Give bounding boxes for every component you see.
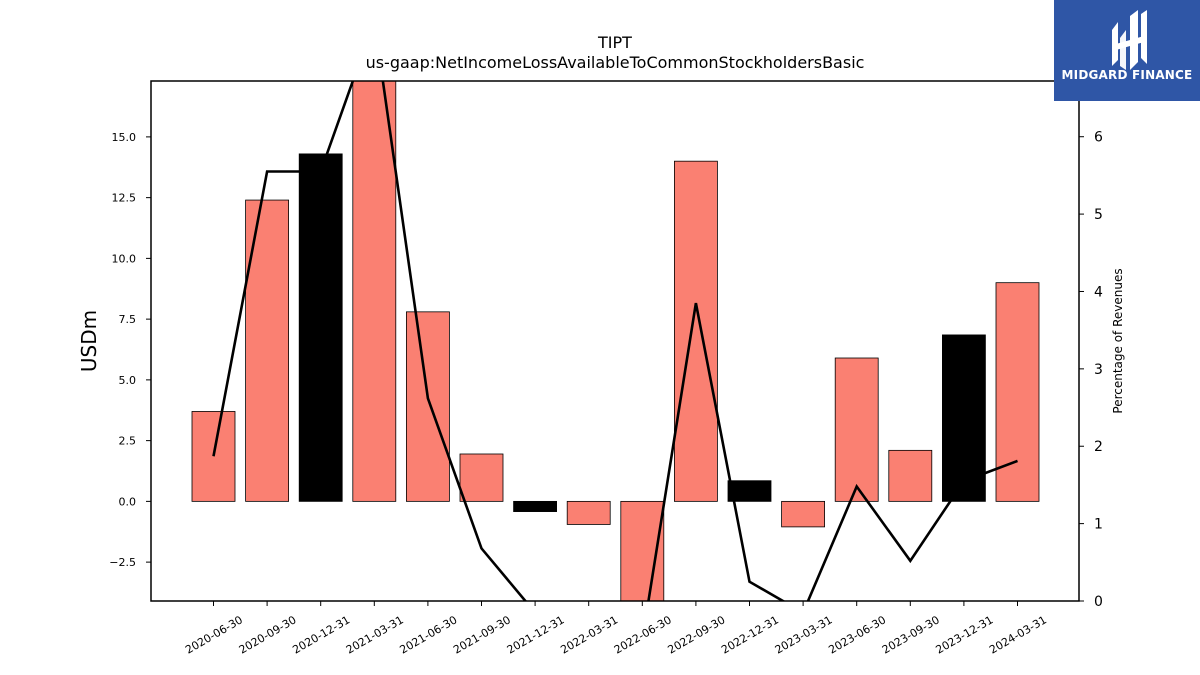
- bar-2023-09-30: [888, 449, 933, 502]
- x-tick-label: 2020-12-31: [290, 613, 352, 656]
- y-tick-label: 2.5: [119, 435, 137, 448]
- x-tick-label: 2022-09-30: [666, 613, 728, 656]
- bar-2023-03-31: [781, 500, 825, 528]
- x-tick-label: 2021-12-31: [505, 613, 567, 656]
- y2-tick-label: 1: [1094, 517, 1103, 533]
- x-axis: 2020-06-302020-09-302020-12-312021-03-31…: [183, 601, 1049, 657]
- x-tick-label: 2020-09-30: [237, 613, 299, 656]
- x-tick-label: 2023-09-30: [880, 613, 942, 656]
- y2-tick-label: 2: [1094, 439, 1103, 455]
- y-tick-label: 10.0: [112, 252, 137, 265]
- y2-axis-label: Percentage of Revenues: [1111, 268, 1125, 413]
- x-tick-label: 2021-03-31: [344, 613, 406, 656]
- x-tick-label: 2022-03-31: [558, 613, 620, 656]
- bar-2023-06-30: [834, 357, 879, 502]
- x-tick-label: 2020-06-30: [183, 613, 245, 656]
- line-layer: [212, 81, 1018, 601]
- y2-tick-label: 4: [1094, 284, 1103, 300]
- y-axis-label: USDm: [77, 310, 101, 372]
- x-tick-label: 2023-12-31: [934, 613, 996, 656]
- x-tick-label: 2021-09-30: [451, 613, 513, 656]
- bar-2023-12-31: [942, 334, 986, 502]
- y2-tick-label: 0: [1094, 594, 1103, 610]
- bars: [191, 81, 1040, 601]
- bar-2024-03-31: [995, 282, 1040, 502]
- bar-2020-06-30: [191, 411, 236, 502]
- bar-2021-09-30: [459, 453, 504, 502]
- x-tick-label: 2023-03-31: [773, 613, 835, 656]
- x-tick-label: 2021-06-30: [398, 613, 460, 656]
- x-tick-label: 2022-06-30: [612, 613, 674, 656]
- bar-2021-03-31: [352, 81, 397, 502]
- bar-2022-12-31: [727, 480, 772, 502]
- plot-frame: [150, 80, 1080, 602]
- bar-2021-12-31: [513, 500, 557, 512]
- brand-logo: MIDGARD FINANCE: [1054, 0, 1200, 101]
- y2-tick-label: 3: [1094, 362, 1103, 378]
- logo-mark-icon: [1112, 10, 1147, 70]
- y-tick-label: 15.0: [112, 131, 137, 144]
- y-axis: −2.5 0.0 2.5 5.0 7.5 10.0 12.5 15.0: [109, 131, 151, 569]
- y2-axis: 0 1 2 3 4 5 6: [1079, 130, 1103, 610]
- y-tick-label: 7.5: [119, 313, 137, 326]
- chart-subtitle: us-gaap:NetIncomeLossAvailableToCommonSt…: [366, 53, 865, 72]
- x-tick-label: 2024-03-31: [987, 613, 1049, 656]
- y-tick-label: −2.5: [109, 556, 136, 569]
- x-tick-label: 2022-12-31: [719, 613, 781, 656]
- y2-tick-label: 5: [1094, 207, 1103, 223]
- revenue-percentage-line: [212, 81, 1018, 601]
- bar-2022-06-30: [620, 500, 665, 601]
- logo-text: MIDGARD FINANCE: [1061, 68, 1193, 82]
- bar-2021-06-30: [405, 311, 450, 502]
- y-tick-label: 0.0: [119, 495, 137, 508]
- y-tick-label: 5.0: [119, 374, 137, 387]
- bar-2022-09-30: [674, 160, 718, 502]
- y-tick-label: 12.5: [112, 192, 137, 205]
- y2-tick-label: 6: [1094, 130, 1103, 146]
- bar-2022-03-31: [566, 500, 611, 525]
- chart-title: TIPT: [597, 33, 632, 52]
- x-tick-label: 2023-06-30: [826, 613, 888, 656]
- bar-2020-12-31: [298, 153, 343, 502]
